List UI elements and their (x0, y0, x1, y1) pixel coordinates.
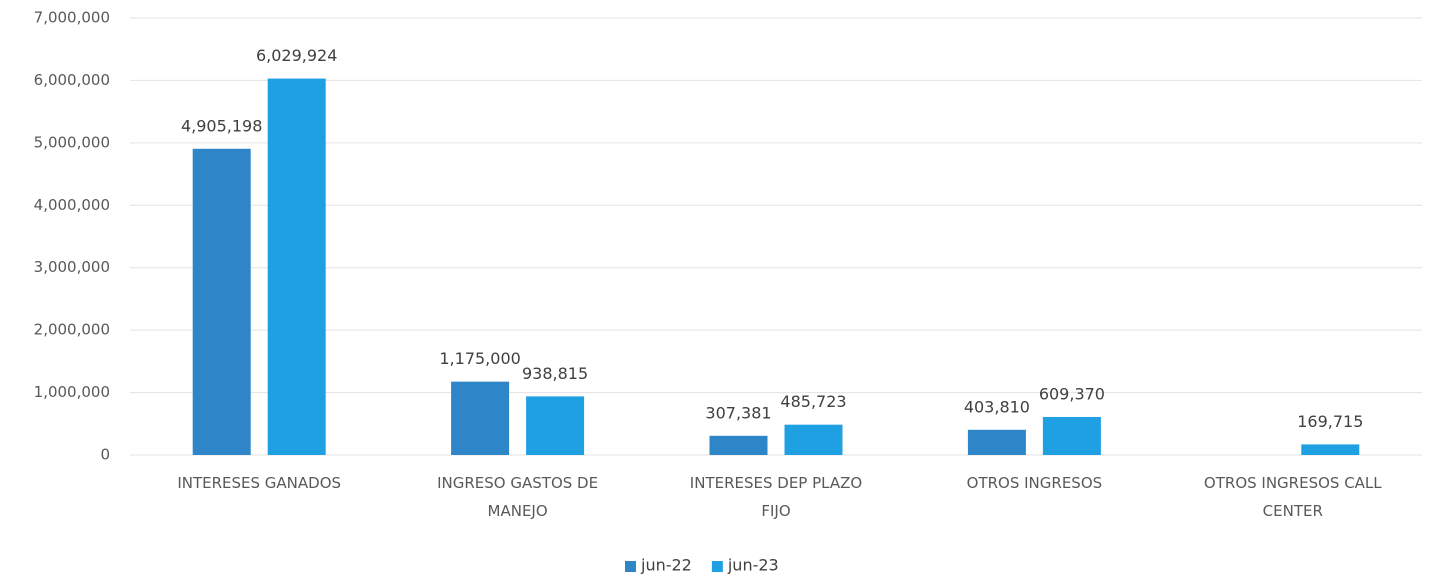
data-label: 403,810 (964, 397, 1030, 416)
x-tick-label: INGRESO GASTOS DE MANEJO (437, 474, 598, 520)
y-tick-label: 0 (100, 446, 110, 464)
data-label: 609,370 (1039, 384, 1105, 403)
data-label: 1,175,000 (439, 349, 520, 368)
data-label: 6,029,924 (256, 46, 337, 65)
bar (709, 435, 768, 455)
legend-label: jun-22 (640, 556, 692, 575)
bar (526, 396, 585, 455)
legend-swatch (625, 561, 636, 572)
bar (967, 429, 1026, 455)
y-tick-label: 1,000,000 (34, 383, 110, 401)
bar (451, 381, 510, 455)
data-label: 307,381 (705, 403, 771, 422)
bar (192, 148, 251, 455)
bar (784, 424, 843, 455)
y-tick-label: 5,000,000 (34, 133, 110, 151)
bar (267, 78, 326, 455)
y-tick-label: 3,000,000 (34, 258, 110, 276)
bar (1301, 444, 1360, 455)
legend-label: jun-23 (727, 556, 779, 575)
y-tick-label: 2,000,000 (34, 321, 110, 339)
x-tick-label: INTERESES GANADOS (177, 474, 341, 492)
y-tick-label: 6,000,000 (34, 71, 110, 89)
data-label: 4,905,198 (181, 116, 262, 135)
data-label: 169,715 (1297, 412, 1363, 431)
y-tick-label: 7,000,000 (34, 9, 110, 27)
legend-swatch (711, 561, 723, 572)
y-tick-label: 4,000,000 (34, 196, 110, 214)
x-tick-label: INTERESES DEP PLAZO FIJO (690, 474, 862, 520)
x-tick-label: OTROS INGRESOS CALL CENTER (1204, 474, 1382, 520)
bar (1042, 416, 1101, 455)
data-label: 485,723 (780, 392, 846, 411)
x-tick-label: OTROS INGRESOS (967, 474, 1103, 492)
data-label: 938,815 (522, 364, 588, 383)
